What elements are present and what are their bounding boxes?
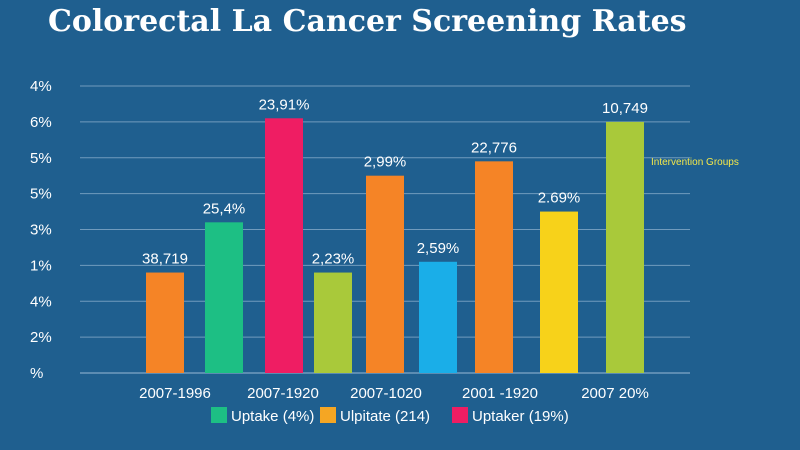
y-tick-label: 5%	[30, 186, 52, 203]
legend-label: Uptaker (19%)	[472, 408, 569, 425]
bar-value-label: 2,59%	[417, 240, 460, 257]
annotation-label: Intervention Groups	[651, 157, 739, 168]
bar	[205, 222, 243, 373]
bar-value-label: 23,91%	[259, 96, 310, 113]
x-tick-label: 2007 20%	[581, 385, 649, 402]
legend-swatch	[320, 407, 336, 423]
bar	[366, 175, 404, 373]
y-tick-label: 6%	[30, 114, 52, 131]
y-tick-label: 4%	[30, 293, 52, 310]
bar	[606, 121, 644, 373]
bar-value-label: 2,23%	[312, 251, 355, 268]
bar-value-label: 38,719	[142, 251, 188, 268]
bar-value-label: 2,99%	[364, 154, 407, 171]
y-tick-label: 2%	[30, 329, 52, 346]
bar	[419, 261, 457, 373]
y-tick-label: 5%	[30, 150, 52, 167]
legend-swatch	[211, 407, 227, 423]
y-tick-label: 3%	[30, 222, 52, 239]
legend-swatch	[452, 407, 468, 423]
bar	[540, 211, 578, 373]
legend-label: Ulpitate (214)	[340, 408, 430, 425]
y-tick-label: 1%	[30, 257, 52, 274]
bar-value-label: 25,4%	[203, 200, 246, 217]
y-tick-label: %	[30, 365, 43, 382]
x-tick-label: 2007-1996	[139, 385, 211, 402]
bar	[475, 161, 513, 373]
x-tick-label: 2007-1020	[350, 385, 422, 402]
legend-label: Uptake (4%)	[231, 408, 314, 425]
bar	[146, 272, 184, 373]
x-tick-label: 2007-1920	[247, 385, 319, 402]
y-tick-label: 4%	[30, 78, 52, 95]
bar-value-label: 2.69%	[538, 190, 581, 207]
x-tick-label: 2001 -1920	[462, 385, 538, 402]
bar-value-label: 22,776	[471, 139, 517, 156]
bar-value-label: 10,749	[602, 100, 648, 117]
chart-title: Colorectal La Cancer Screening Rates	[48, 4, 687, 39]
bar	[265, 118, 303, 373]
bar	[314, 272, 352, 373]
